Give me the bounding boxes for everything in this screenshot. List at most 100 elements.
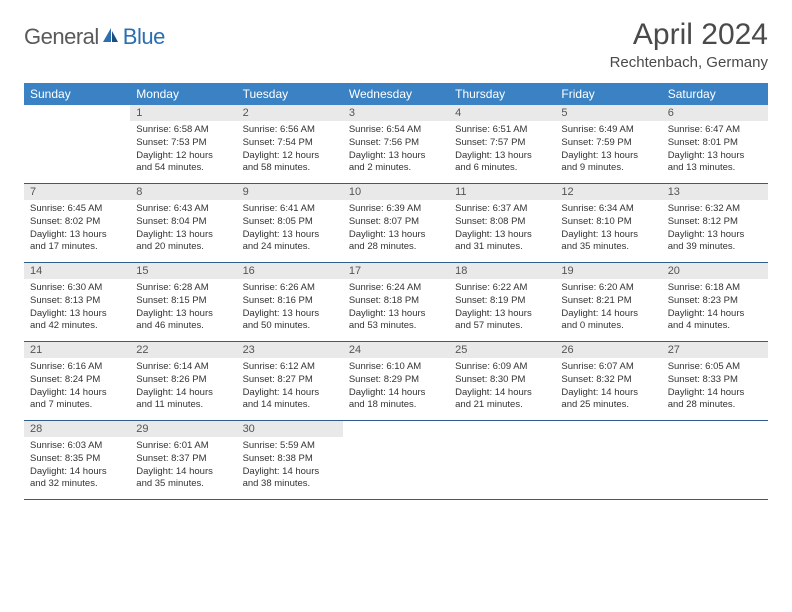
day-detail-line: Sunset: 7:59 PM xyxy=(561,137,655,150)
day-detail-line: Sunset: 7:57 PM xyxy=(455,137,549,150)
day-number: 2 xyxy=(237,105,343,121)
day-details: Sunrise: 6:09 AMSunset: 8:30 PMDaylight:… xyxy=(449,358,555,420)
calendar-day-cell: 22Sunrise: 6:14 AMSunset: 8:26 PMDayligh… xyxy=(130,342,236,421)
calendar-day-cell: 18Sunrise: 6:22 AMSunset: 8:19 PMDayligh… xyxy=(449,263,555,342)
day-detail-line: and 0 minutes. xyxy=(561,320,655,333)
day-detail-line: and 31 minutes. xyxy=(455,241,549,254)
day-details xyxy=(343,425,449,487)
day-detail-line: and 58 minutes. xyxy=(243,162,337,175)
calendar-week-row: 28Sunrise: 6:03 AMSunset: 8:35 PMDayligh… xyxy=(24,421,768,500)
day-detail-line: and 50 minutes. xyxy=(243,320,337,333)
day-detail-line: Sunrise: 5:59 AM xyxy=(243,440,337,453)
logo: General Blue xyxy=(24,18,165,50)
day-number: 28 xyxy=(24,421,130,437)
day-details: Sunrise: 6:45 AMSunset: 8:02 PMDaylight:… xyxy=(24,200,130,262)
day-detail-line: and 14 minutes. xyxy=(243,399,337,412)
day-detail-line: Sunset: 8:07 PM xyxy=(349,216,443,229)
day-detail-line: Daylight: 14 hours xyxy=(243,387,337,400)
calendar-week-row: 1Sunrise: 6:58 AMSunset: 7:53 PMDaylight… xyxy=(24,105,768,184)
calendar-day-cell: 28Sunrise: 6:03 AMSunset: 8:35 PMDayligh… xyxy=(24,421,130,500)
day-detail-line: and 24 minutes. xyxy=(243,241,337,254)
day-detail-line: Sunrise: 6:20 AM xyxy=(561,282,655,295)
day-details: Sunrise: 6:47 AMSunset: 8:01 PMDaylight:… xyxy=(662,121,768,183)
day-number: 17 xyxy=(343,263,449,279)
day-number: 3 xyxy=(343,105,449,121)
day-number: 13 xyxy=(662,184,768,200)
weekday-header: Friday xyxy=(555,83,661,105)
day-detail-line: Sunset: 7:53 PM xyxy=(136,137,230,150)
day-detail-line: Daylight: 14 hours xyxy=(561,308,655,321)
day-details: Sunrise: 5:59 AMSunset: 8:38 PMDaylight:… xyxy=(237,437,343,499)
day-detail-line: Sunrise: 6:37 AM xyxy=(455,203,549,216)
calendar-day-cell xyxy=(555,421,661,500)
day-detail-line: and 18 minutes. xyxy=(349,399,443,412)
day-detail-line: Sunset: 7:56 PM xyxy=(349,137,443,150)
day-detail-line: and 6 minutes. xyxy=(455,162,549,175)
calendar-day-cell: 2Sunrise: 6:56 AMSunset: 7:54 PMDaylight… xyxy=(237,105,343,184)
header: General Blue April 2024 Rechtenbach, Ger… xyxy=(24,18,768,71)
day-detail-line: and 11 minutes. xyxy=(136,399,230,412)
weekday-header-row: Sunday Monday Tuesday Wednesday Thursday… xyxy=(24,83,768,105)
day-detail-line: Sunrise: 6:51 AM xyxy=(455,124,549,137)
calendar-day-cell: 15Sunrise: 6:28 AMSunset: 8:15 PMDayligh… xyxy=(130,263,236,342)
day-detail-line: Sunset: 8:13 PM xyxy=(30,295,124,308)
day-details xyxy=(24,109,130,171)
day-number: 27 xyxy=(662,342,768,358)
day-detail-line: Daylight: 14 hours xyxy=(243,466,337,479)
day-detail-line: Daylight: 12 hours xyxy=(243,150,337,163)
day-details: Sunrise: 6:54 AMSunset: 7:56 PMDaylight:… xyxy=(343,121,449,183)
day-detail-line: Sunrise: 6:03 AM xyxy=(30,440,124,453)
title-block: April 2024 Rechtenbach, Germany xyxy=(610,18,768,71)
day-detail-line: and 38 minutes. xyxy=(243,478,337,491)
day-detail-line: Sunrise: 6:26 AM xyxy=(243,282,337,295)
day-details: Sunrise: 6:14 AMSunset: 8:26 PMDaylight:… xyxy=(130,358,236,420)
day-detail-line: Daylight: 13 hours xyxy=(243,308,337,321)
weekday-header: Sunday xyxy=(24,83,130,105)
calendar-week-row: 14Sunrise: 6:30 AMSunset: 8:13 PMDayligh… xyxy=(24,263,768,342)
weekday-header: Thursday xyxy=(449,83,555,105)
day-detail-line: Sunrise: 6:14 AM xyxy=(136,361,230,374)
day-number: 29 xyxy=(130,421,236,437)
day-number: 22 xyxy=(130,342,236,358)
calendar-table: Sunday Monday Tuesday Wednesday Thursday… xyxy=(24,83,768,500)
weekday-header: Monday xyxy=(130,83,236,105)
day-detail-line: Sunrise: 6:22 AM xyxy=(455,282,549,295)
day-detail-line: Sunrise: 6:49 AM xyxy=(561,124,655,137)
day-number: 4 xyxy=(449,105,555,121)
day-detail-line: and 17 minutes. xyxy=(30,241,124,254)
day-detail-line: Sunrise: 6:09 AM xyxy=(455,361,549,374)
day-number: 19 xyxy=(555,263,661,279)
calendar-day-cell: 26Sunrise: 6:07 AMSunset: 8:32 PMDayligh… xyxy=(555,342,661,421)
day-detail-line: Sunrise: 6:16 AM xyxy=(30,361,124,374)
day-detail-line: Sunset: 8:23 PM xyxy=(668,295,762,308)
day-details: Sunrise: 6:51 AMSunset: 7:57 PMDaylight:… xyxy=(449,121,555,183)
day-detail-line: Daylight: 12 hours xyxy=(136,150,230,163)
day-details: Sunrise: 6:01 AMSunset: 8:37 PMDaylight:… xyxy=(130,437,236,499)
day-details: Sunrise: 6:03 AMSunset: 8:35 PMDaylight:… xyxy=(24,437,130,499)
calendar-day-cell: 20Sunrise: 6:18 AMSunset: 8:23 PMDayligh… xyxy=(662,263,768,342)
day-detail-line: Sunset: 8:08 PM xyxy=(455,216,549,229)
calendar-day-cell: 14Sunrise: 6:30 AMSunset: 8:13 PMDayligh… xyxy=(24,263,130,342)
calendar-day-cell xyxy=(449,421,555,500)
day-detail-line: and 28 minutes. xyxy=(349,241,443,254)
day-number: 9 xyxy=(237,184,343,200)
day-detail-line: Sunset: 8:19 PM xyxy=(455,295,549,308)
calendar-day-cell: 12Sunrise: 6:34 AMSunset: 8:10 PMDayligh… xyxy=(555,184,661,263)
day-detail-line: Sunset: 8:32 PM xyxy=(561,374,655,387)
day-detail-line: Sunset: 8:02 PM xyxy=(30,216,124,229)
day-details: Sunrise: 6:20 AMSunset: 8:21 PMDaylight:… xyxy=(555,279,661,341)
day-detail-line: and 4 minutes. xyxy=(668,320,762,333)
calendar-day-cell: 29Sunrise: 6:01 AMSunset: 8:37 PMDayligh… xyxy=(130,421,236,500)
day-detail-line: Sunrise: 6:18 AM xyxy=(668,282,762,295)
day-detail-line: Sunset: 8:38 PM xyxy=(243,453,337,466)
day-detail-line: and 2 minutes. xyxy=(349,162,443,175)
day-detail-line: Sunrise: 6:07 AM xyxy=(561,361,655,374)
day-detail-line: Daylight: 13 hours xyxy=(136,308,230,321)
day-detail-line: Sunrise: 6:32 AM xyxy=(668,203,762,216)
day-detail-line: Sunset: 8:15 PM xyxy=(136,295,230,308)
day-detail-line: Sunrise: 6:43 AM xyxy=(136,203,230,216)
day-details: Sunrise: 6:22 AMSunset: 8:19 PMDaylight:… xyxy=(449,279,555,341)
day-details: Sunrise: 6:49 AMSunset: 7:59 PMDaylight:… xyxy=(555,121,661,183)
day-detail-line: Daylight: 13 hours xyxy=(455,150,549,163)
day-detail-line: Daylight: 14 hours xyxy=(136,466,230,479)
